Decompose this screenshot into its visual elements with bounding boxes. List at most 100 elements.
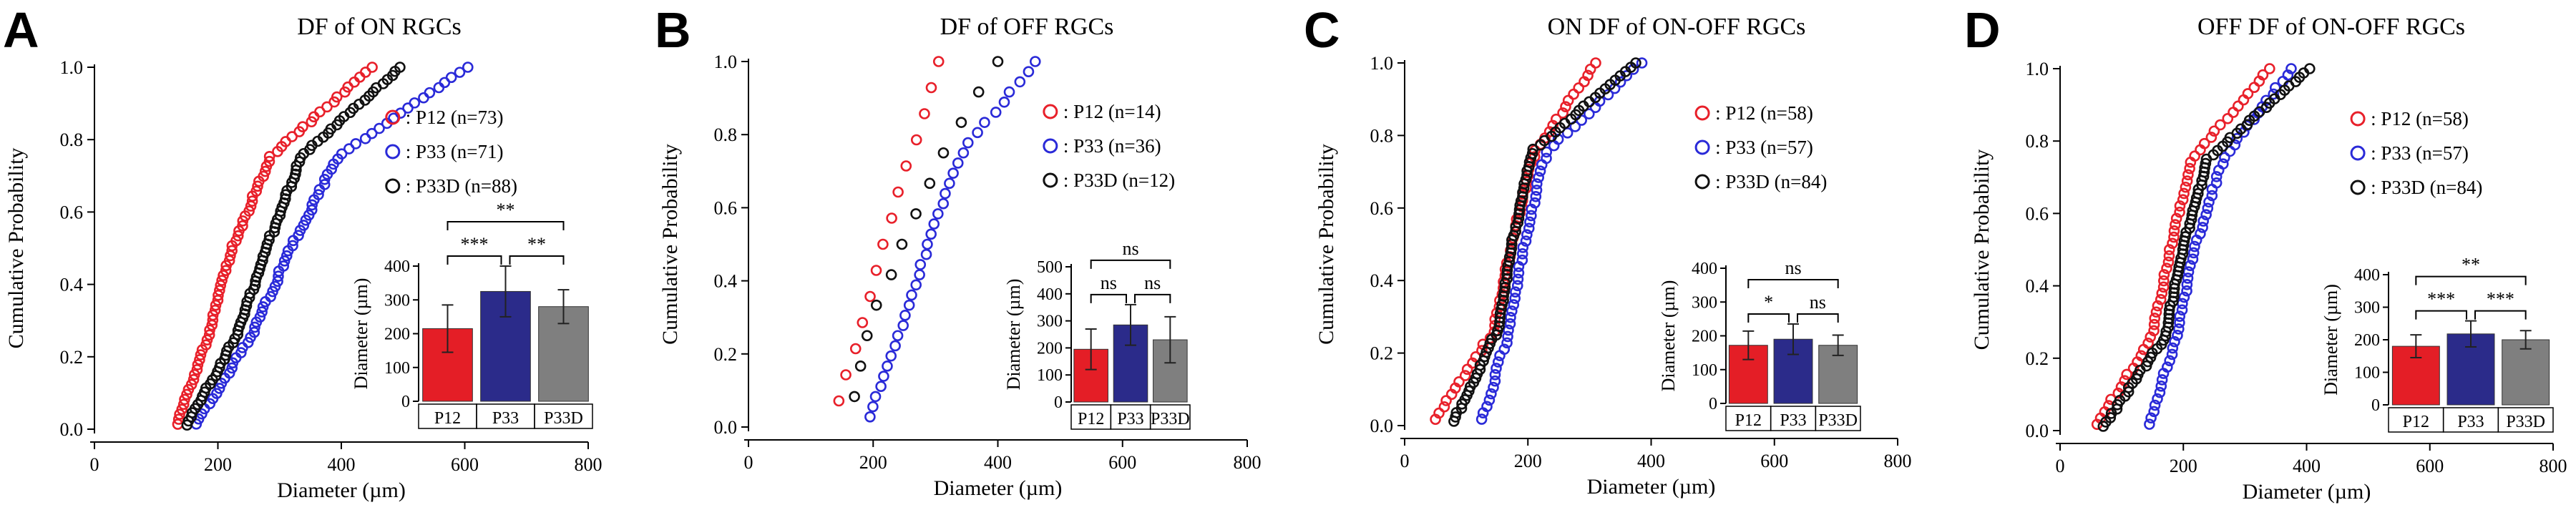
panel-a: A DF of ON RGCs 0.0 0.2 0.4 0.6 0.8 1.0 0 200 400 6… <box>3 2 602 502</box>
legend-marker <box>2350 180 2366 195</box>
data-point <box>1440 395 1452 406</box>
data-point <box>972 127 983 139</box>
x-tick-label: 0 <box>1400 451 1410 471</box>
data-point <box>2176 304 2188 316</box>
data-point <box>849 343 862 355</box>
data-point <box>2264 63 2275 74</box>
data-point <box>1488 381 1499 393</box>
data-point <box>2156 374 2168 386</box>
data-point <box>864 290 876 303</box>
data-point <box>213 383 225 394</box>
chart-title: OFF DF of ON-OFF RGCs <box>2197 14 2465 40</box>
data-point <box>2121 368 2132 381</box>
inset-category-label: P33D <box>544 409 583 428</box>
x-tick-label: 600 <box>2416 456 2444 476</box>
series-p12 <box>172 62 378 430</box>
data-point <box>2148 325 2160 337</box>
inset-y-axis-label: Diameter (µm) <box>351 278 371 390</box>
data-point <box>176 403 188 416</box>
data-point <box>2185 260 2196 271</box>
data-point <box>1547 119 1558 132</box>
inset-y-axis-label: Diameter (µm) <box>1003 279 1024 391</box>
legend-marker <box>1043 172 1058 188</box>
data-point <box>857 317 869 328</box>
data-point <box>1503 324 1514 336</box>
data-point <box>2178 187 2190 200</box>
data-point <box>944 177 955 190</box>
data-point <box>2184 162 2195 175</box>
data-point <box>864 411 876 423</box>
data-point <box>250 185 263 197</box>
data-point <box>2155 293 2167 305</box>
legend-marker <box>1694 139 1710 155</box>
data-point <box>2174 317 2185 328</box>
data-point <box>1530 190 1542 202</box>
data-point <box>2162 256 2175 268</box>
y-tick-label: 1.0 <box>1370 53 1394 74</box>
data-point <box>2180 231 2191 242</box>
x-tick-label: 800 <box>1234 452 1262 473</box>
data-point <box>286 131 298 142</box>
data-point <box>424 87 436 99</box>
data-point <box>297 121 308 132</box>
x-tick-label: 800 <box>575 454 602 475</box>
data-point <box>2149 399 2161 411</box>
significance-label: *** <box>2487 289 2514 310</box>
data-point <box>1485 388 1497 400</box>
data-point <box>2166 348 2178 360</box>
data-point <box>2187 253 2199 265</box>
legend-entry: : P33D (n=88) <box>406 175 517 197</box>
inset-y-tick-label: 200 <box>1037 339 1063 358</box>
data-point <box>2104 412 2117 423</box>
inset-y-tick-label: 0 <box>1054 393 1063 412</box>
data-point <box>861 330 873 342</box>
legend-entry: : P12 (n=73) <box>406 107 504 128</box>
data-point <box>177 398 190 411</box>
data-point <box>882 360 893 372</box>
legend-marker <box>1694 105 1710 121</box>
data-point <box>910 208 922 220</box>
significance-label: *** <box>2427 289 2455 310</box>
data-point <box>1541 146 1553 158</box>
legend-marker <box>2350 145 2366 161</box>
data-point <box>2206 190 2218 202</box>
data-point <box>2148 406 2160 418</box>
y-axis-label: Cumulative Probability <box>1970 149 1994 350</box>
data-point <box>2169 335 2180 348</box>
data-point <box>2198 137 2210 149</box>
significance-label: * <box>1764 292 1773 313</box>
data-point <box>252 180 263 192</box>
data-point <box>242 337 254 348</box>
legend-marker <box>385 144 401 160</box>
y-tick-label: 0.6 <box>714 197 738 218</box>
legend-marker <box>1694 174 1710 190</box>
data-point <box>2195 228 2206 240</box>
y-tick-label: 0.2 <box>2026 348 2049 369</box>
x-axis-label: Diameter (µm) <box>277 479 406 502</box>
series-p33 <box>864 56 1041 423</box>
data-point <box>2200 209 2212 220</box>
data-point <box>1521 229 1533 240</box>
significance-bracket <box>1797 313 1839 323</box>
data-point <box>869 391 882 403</box>
data-point <box>1582 69 1594 82</box>
data-point <box>326 163 338 175</box>
legend-entry: : P33 (n=57) <box>1715 137 1813 158</box>
y-tick-label: 0.6 <box>1370 198 1394 219</box>
legend-entry: : P12 (n=58) <box>2371 108 2469 129</box>
data-point <box>263 155 275 167</box>
data-point <box>257 301 269 313</box>
data-point <box>216 275 228 286</box>
data-point <box>272 275 283 288</box>
data-point <box>2157 281 2170 293</box>
data-point <box>290 168 301 180</box>
data-point <box>259 165 271 177</box>
x-tick-label: 200 <box>2170 456 2197 476</box>
data-point <box>1489 375 1501 387</box>
significance-bracket <box>509 255 565 265</box>
inset-category-label: P12 <box>1735 411 1762 430</box>
chart-title: DF of ON RGCs <box>297 14 462 40</box>
legend-marker <box>385 109 401 125</box>
data-point <box>2155 381 2167 392</box>
data-point <box>230 235 242 247</box>
